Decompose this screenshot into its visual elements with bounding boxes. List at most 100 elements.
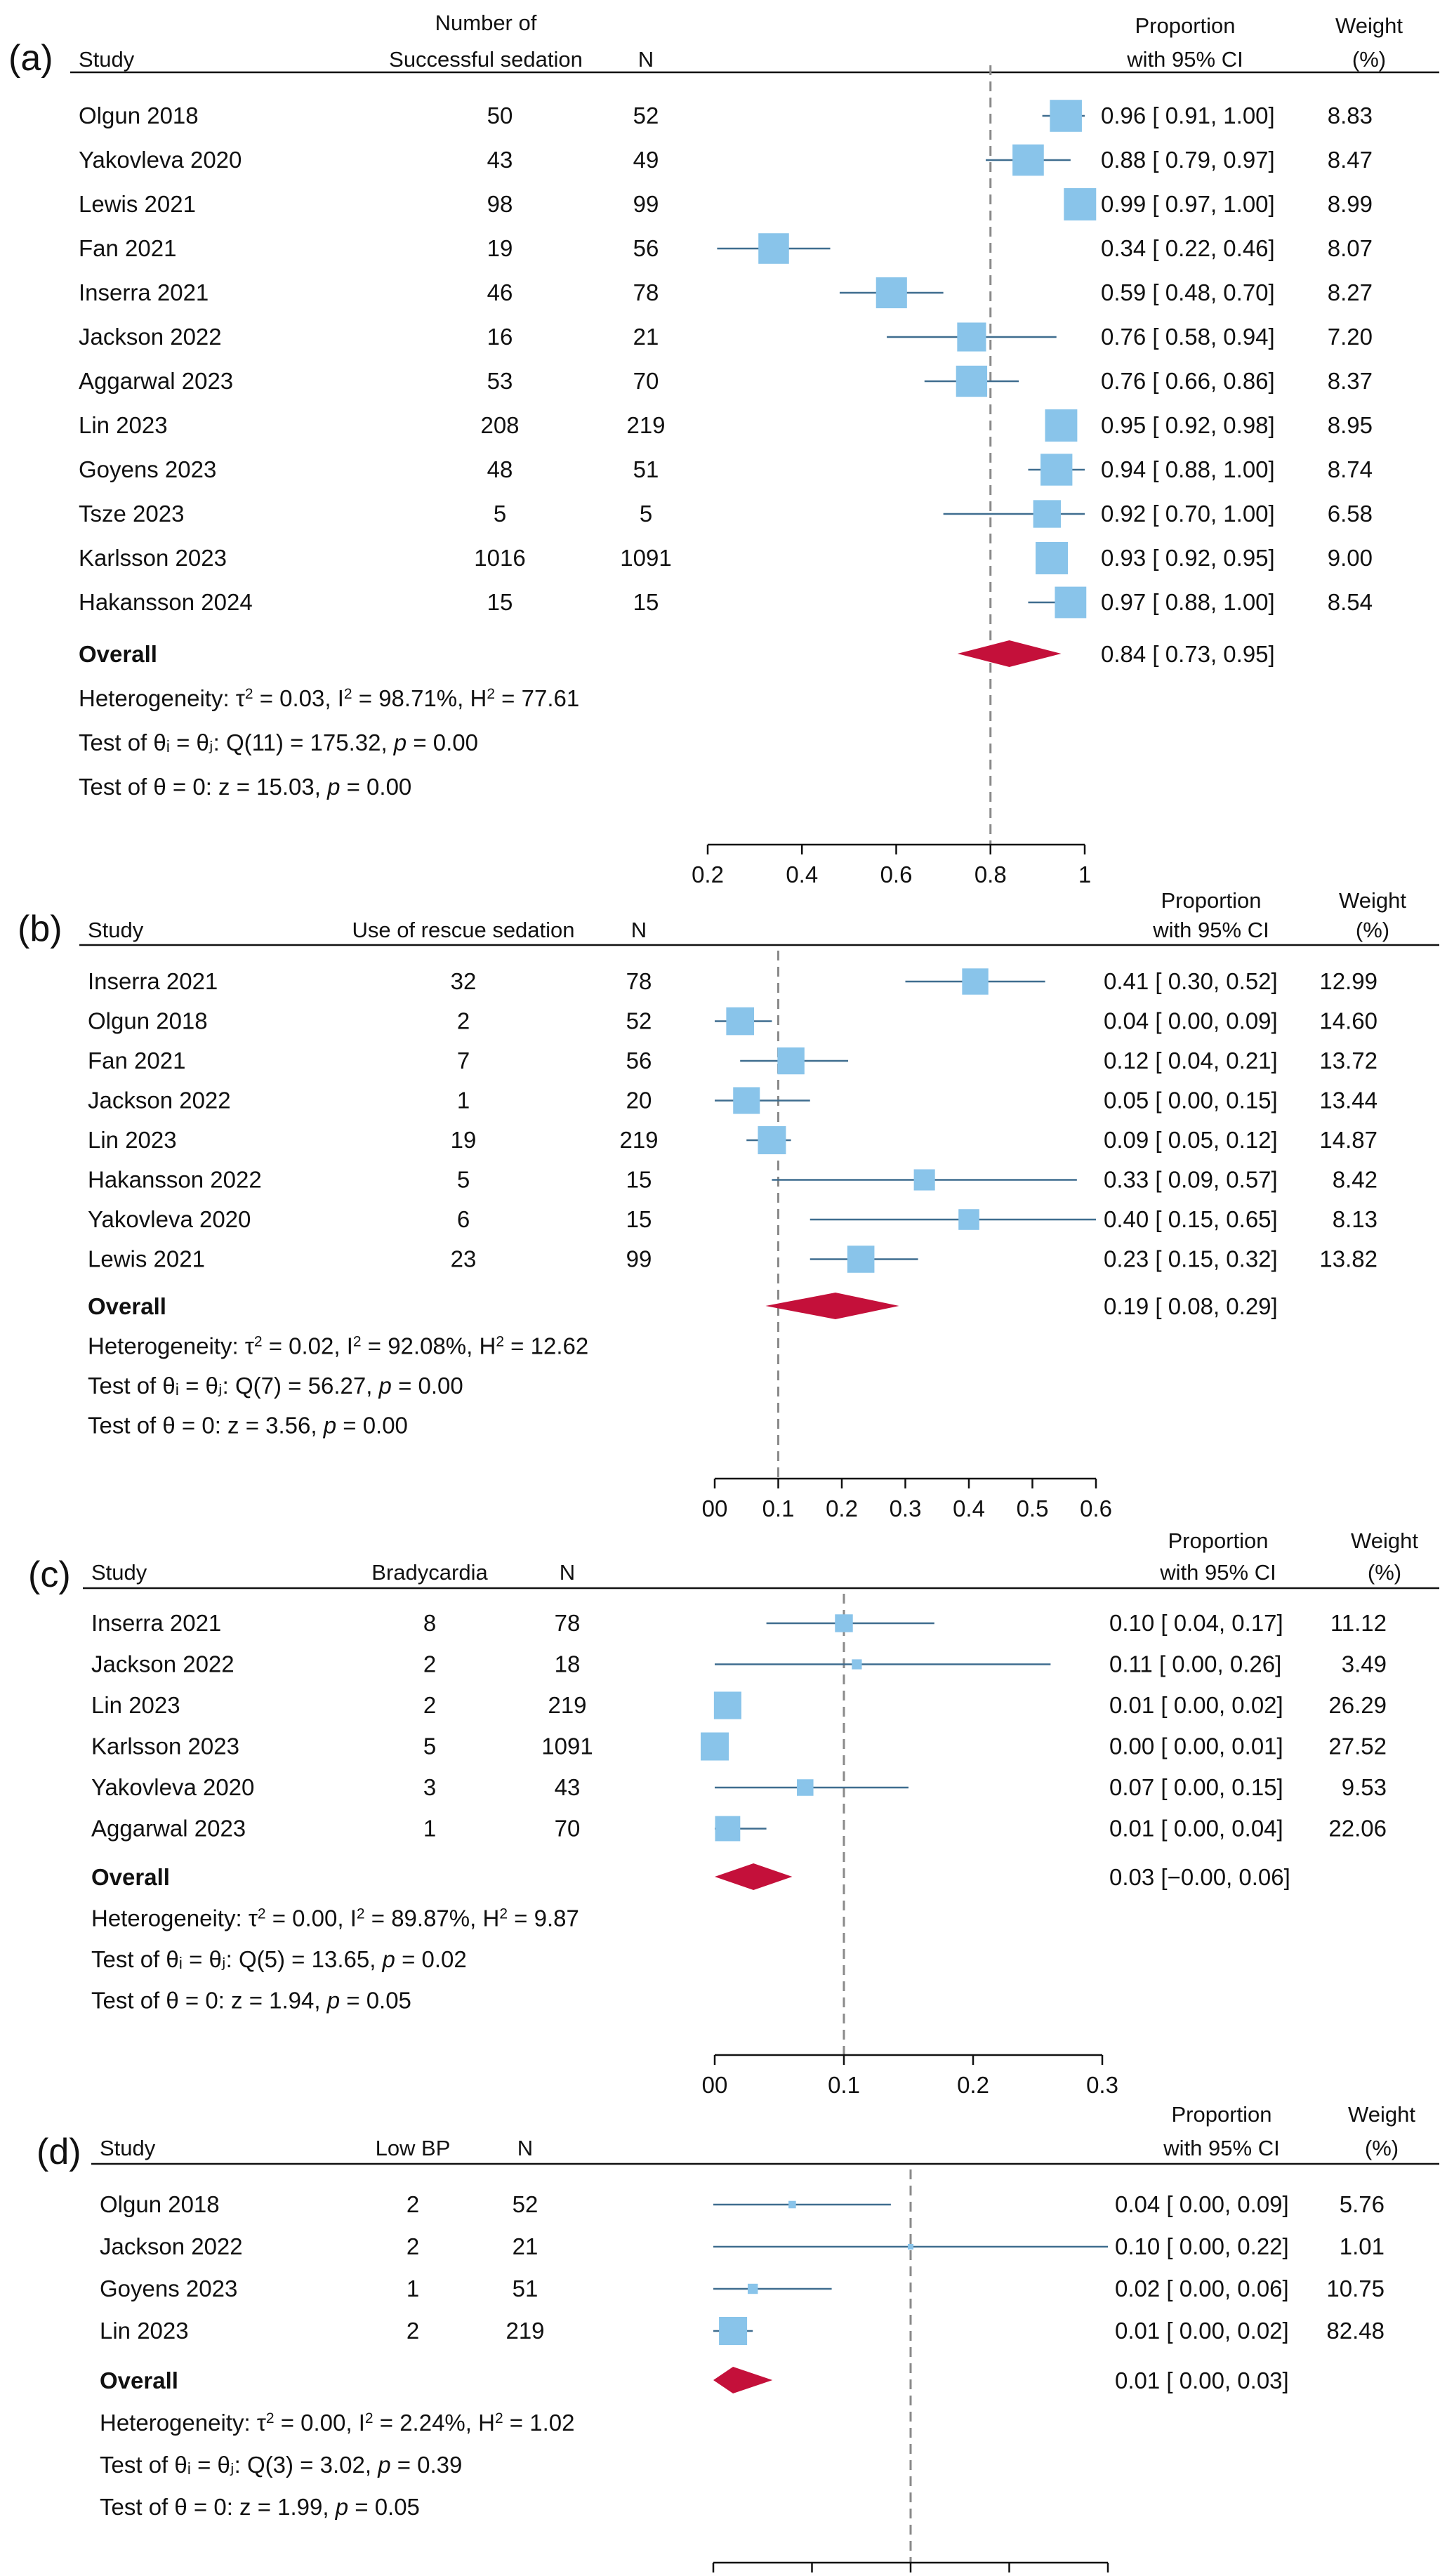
- event-count: 1: [407, 2276, 419, 2301]
- sample-size: 21: [513, 2233, 539, 2259]
- ci-text: 0.01 [ 0.00, 0.04]: [1109, 1816, 1283, 1842]
- header-weight-line2: (%): [1352, 47, 1386, 72]
- event-count: 6: [457, 1206, 470, 1232]
- ci-text: 0.33 [ 0.09, 0.57]: [1104, 1167, 1278, 1193]
- header-weight-line1: Weight: [1335, 13, 1403, 38]
- event-count: 2: [457, 1008, 470, 1034]
- study-row: Olgun 2018 2 52 0.04 [ 0.00, 0.09] 5.76: [100, 2191, 1385, 2217]
- test-zero-text: Test of θ = 0: z = 1.94, p = 0.05: [91, 1988, 411, 2014]
- panel-label: (d): [37, 2132, 81, 2172]
- weight-value: 13.44: [1319, 1088, 1377, 1114]
- x-tick-label: 0.2: [957, 2072, 989, 2098]
- ci-text: 0.41 [ 0.30, 0.52]: [1104, 968, 1278, 994]
- header-weight-line2: (%): [1356, 918, 1389, 942]
- forest-panel-2: (c) Study Bradycardia N Proportion with 95% C…: [28, 1528, 1439, 2098]
- sample-size: 99: [626, 1246, 652, 1272]
- test-zero-text: Test of θ = 0: z = 15.03, p = 0.00: [79, 774, 411, 800]
- sample-size: 15: [626, 1206, 652, 1232]
- estimate-square: [908, 2244, 913, 2250]
- x-tick-label: 0.1: [762, 1495, 795, 1521]
- weight-value: 13.82: [1319, 1246, 1377, 1272]
- study-row: Lin 2023 2 219 0.01 [ 0.00, 0.02] 26.29: [91, 1691, 1387, 1719]
- sample-size: 219: [619, 1127, 658, 1153]
- event-count: 15: [487, 589, 513, 615]
- ci-text: 0.94 [ 0.88, 1.00]: [1101, 456, 1275, 482]
- study-row: Jackson 2022 2 21 0.10 [ 0.00, 0.22] 1.01: [100, 2233, 1385, 2259]
- x-tick-label: 0.3: [890, 1495, 922, 1521]
- header-n: N: [631, 918, 647, 942]
- sample-size: 1091: [620, 545, 671, 571]
- heterogeneity-text: Heterogeneity: τ2 = 0.03, I2 = 98.71%, H…: [79, 685, 579, 711]
- header-count-line1: Number of: [435, 11, 537, 35]
- overall-row: Overall 0.03 [−0.00, 0.06]: [91, 1863, 1290, 1890]
- heterogeneity-text: Heterogeneity: τ2 = 0.00, I2 = 2.24%, H2…: [100, 2410, 574, 2436]
- estimate-square: [958, 1209, 979, 1230]
- weight-value: 1.01: [1340, 2233, 1385, 2259]
- estimate-square: [876, 277, 907, 309]
- ci-text: 0.09 [ 0.05, 0.12]: [1104, 1127, 1278, 1153]
- study-name: Yakovleva 2020: [79, 147, 242, 173]
- header-count-line2: Low BP: [376, 2136, 451, 2160]
- study-row: Yakovleva 2020 3 43 0.07 [ 0.00, 0.15] 9.53: [91, 1774, 1387, 1800]
- test-equality-text: Test of θᵢ = θⱼ: Q(3) = 3.02, p = 0.39: [100, 2452, 462, 2478]
- x-tick-label: 0.2: [826, 1495, 858, 1521]
- study-row: Lewis 2021 23 99 0.23 [ 0.15, 0.32] 13.82: [88, 1246, 1377, 1273]
- sample-size: 52: [626, 1008, 652, 1034]
- study-name: Lewis 2021: [79, 191, 196, 217]
- overall-diamond: [715, 1863, 793, 1890]
- study-name: Aggarwal 2023: [79, 368, 233, 394]
- study-name: Goyens 2023: [100, 2276, 237, 2301]
- weight-value: 8.95: [1328, 412, 1373, 438]
- estimate-square: [758, 233, 789, 264]
- heterogeneity-text: Heterogeneity: τ2 = 0.00, I2 = 89.87%, H…: [91, 1905, 579, 1931]
- estimate-square: [713, 1691, 741, 1719]
- event-count: 46: [487, 279, 513, 305]
- study-name: Lin 2023: [79, 412, 168, 438]
- sample-size: 78: [555, 1610, 581, 1636]
- header-ci-line1: Proportion: [1161, 888, 1261, 913]
- sample-size: 56: [633, 235, 659, 261]
- study-row: Karlsson 2023 1016 1091 0.93 [ 0.92, 0.95] 9…: [79, 542, 1373, 574]
- study-row: Lin 2023 19 219 0.09 [ 0.05, 0.12] 14.87: [88, 1126, 1377, 1154]
- event-count: 50: [487, 103, 513, 128]
- event-count: 2: [423, 1651, 436, 1677]
- overall-row: Overall 0.01 [ 0.00, 0.03]: [100, 2367, 1289, 2393]
- x-tick-label: 0.2: [692, 861, 724, 887]
- ci-text: 0.01 [ 0.00, 0.02]: [1115, 2318, 1289, 2344]
- header-n: N: [638, 47, 654, 72]
- event-count: 5: [494, 501, 506, 527]
- ci-text: 0.11 [ 0.00, 0.26]: [1109, 1651, 1281, 1677]
- estimate-square: [852, 1659, 862, 1670]
- event-count: 23: [451, 1246, 477, 1272]
- panel-label: (b): [18, 909, 62, 949]
- weight-value: 14.60: [1319, 1008, 1377, 1034]
- x-tick-label: 00: [702, 1495, 728, 1521]
- weight-value: 11.12: [1330, 1610, 1387, 1636]
- overall-label: Overall: [79, 641, 157, 667]
- study-name: Fan 2021: [79, 235, 176, 261]
- estimate-square: [1040, 454, 1073, 486]
- weight-value: 8.99: [1328, 191, 1373, 217]
- sample-size: 52: [633, 103, 659, 128]
- estimate-square: [1012, 144, 1044, 176]
- weight-value: 9.53: [1342, 1774, 1387, 1800]
- study-row: Tsze 2023 5 5 0.92 [ 0.70, 1.00] 6.58: [79, 500, 1373, 528]
- study-row: Inserra 2021 46 78 0.59 [ 0.48, 0.70] 8.27: [79, 277, 1373, 309]
- study-row: Lin 2023 208 219 0.95 [ 0.92, 0.98] 8.95: [79, 409, 1373, 442]
- study-name: Lin 2023: [91, 1692, 180, 1718]
- study-name: Inserra 2021: [79, 279, 209, 305]
- x-tick-label: 0.6: [1080, 1495, 1112, 1521]
- header-ci-line1: Proportion: [1168, 1528, 1268, 1553]
- header-ci-line2: with 95% CI: [1159, 1560, 1276, 1585]
- weight-value: 8.74: [1328, 456, 1373, 482]
- study-row: Inserra 2021 32 78 0.41 [ 0.30, 0.52] 12.99: [88, 968, 1377, 995]
- sample-size: 1091: [541, 1733, 593, 1759]
- x-tick-label: 0.8: [974, 861, 1007, 887]
- overall-diamond: [713, 2367, 773, 2393]
- weight-value: 5.76: [1340, 2191, 1385, 2217]
- study-row: Yakovleva 2020 6 15 0.40 [ 0.15, 0.65] 8.13: [88, 1206, 1377, 1232]
- study-name: Jackson 2022: [100, 2233, 243, 2259]
- header-count-line2: Bradycardia: [371, 1560, 488, 1585]
- header-ci-line1: Proportion: [1171, 2102, 1271, 2127]
